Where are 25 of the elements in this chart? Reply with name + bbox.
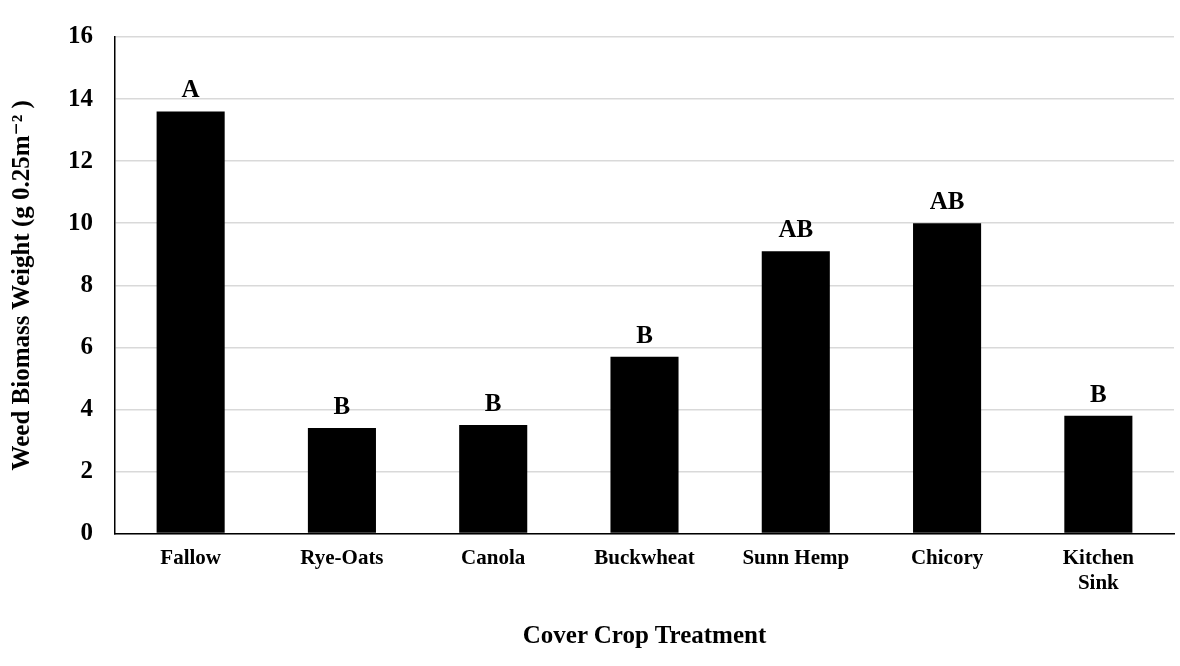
x-tick-label: Canola	[461, 544, 526, 569]
y-tick-label: 0	[80, 518, 93, 546]
x-tick-label: Chicory	[910, 544, 984, 569]
x-tick-label: Fallow	[160, 544, 222, 569]
x-axis-title: Cover Crop Treatment	[522, 621, 767, 649]
annotation: A	[181, 75, 200, 103]
y-tick-label: 16	[68, 21, 93, 49]
annotation: B	[636, 320, 653, 348]
annotation: AB	[929, 187, 965, 215]
y-tick-label: 6	[80, 331, 93, 359]
annotation: B	[1090, 379, 1107, 407]
y-tick-label: 2	[80, 455, 93, 483]
x-tick-label: Rye-Oats	[300, 544, 384, 569]
x-tick-label: Sunn Hemp	[742, 544, 850, 569]
y-tick-label: 8	[80, 269, 93, 297]
annotation: B	[484, 388, 502, 416]
y-axis-title: Weed Biomass Weight (g 0.25m⁻² )	[7, 100, 36, 471]
y-tick-label: 14	[68, 83, 94, 111]
y-tick-label: 4	[80, 393, 94, 421]
y-tick-label: 10	[68, 207, 93, 235]
x-tick-label: Kitchen Sink	[1062, 544, 1135, 594]
annotation: B	[333, 392, 351, 420]
y-tick-label: 12	[68, 145, 93, 173]
annotation: AB	[778, 215, 814, 243]
x-tick-label: Buckwheat	[594, 544, 695, 569]
